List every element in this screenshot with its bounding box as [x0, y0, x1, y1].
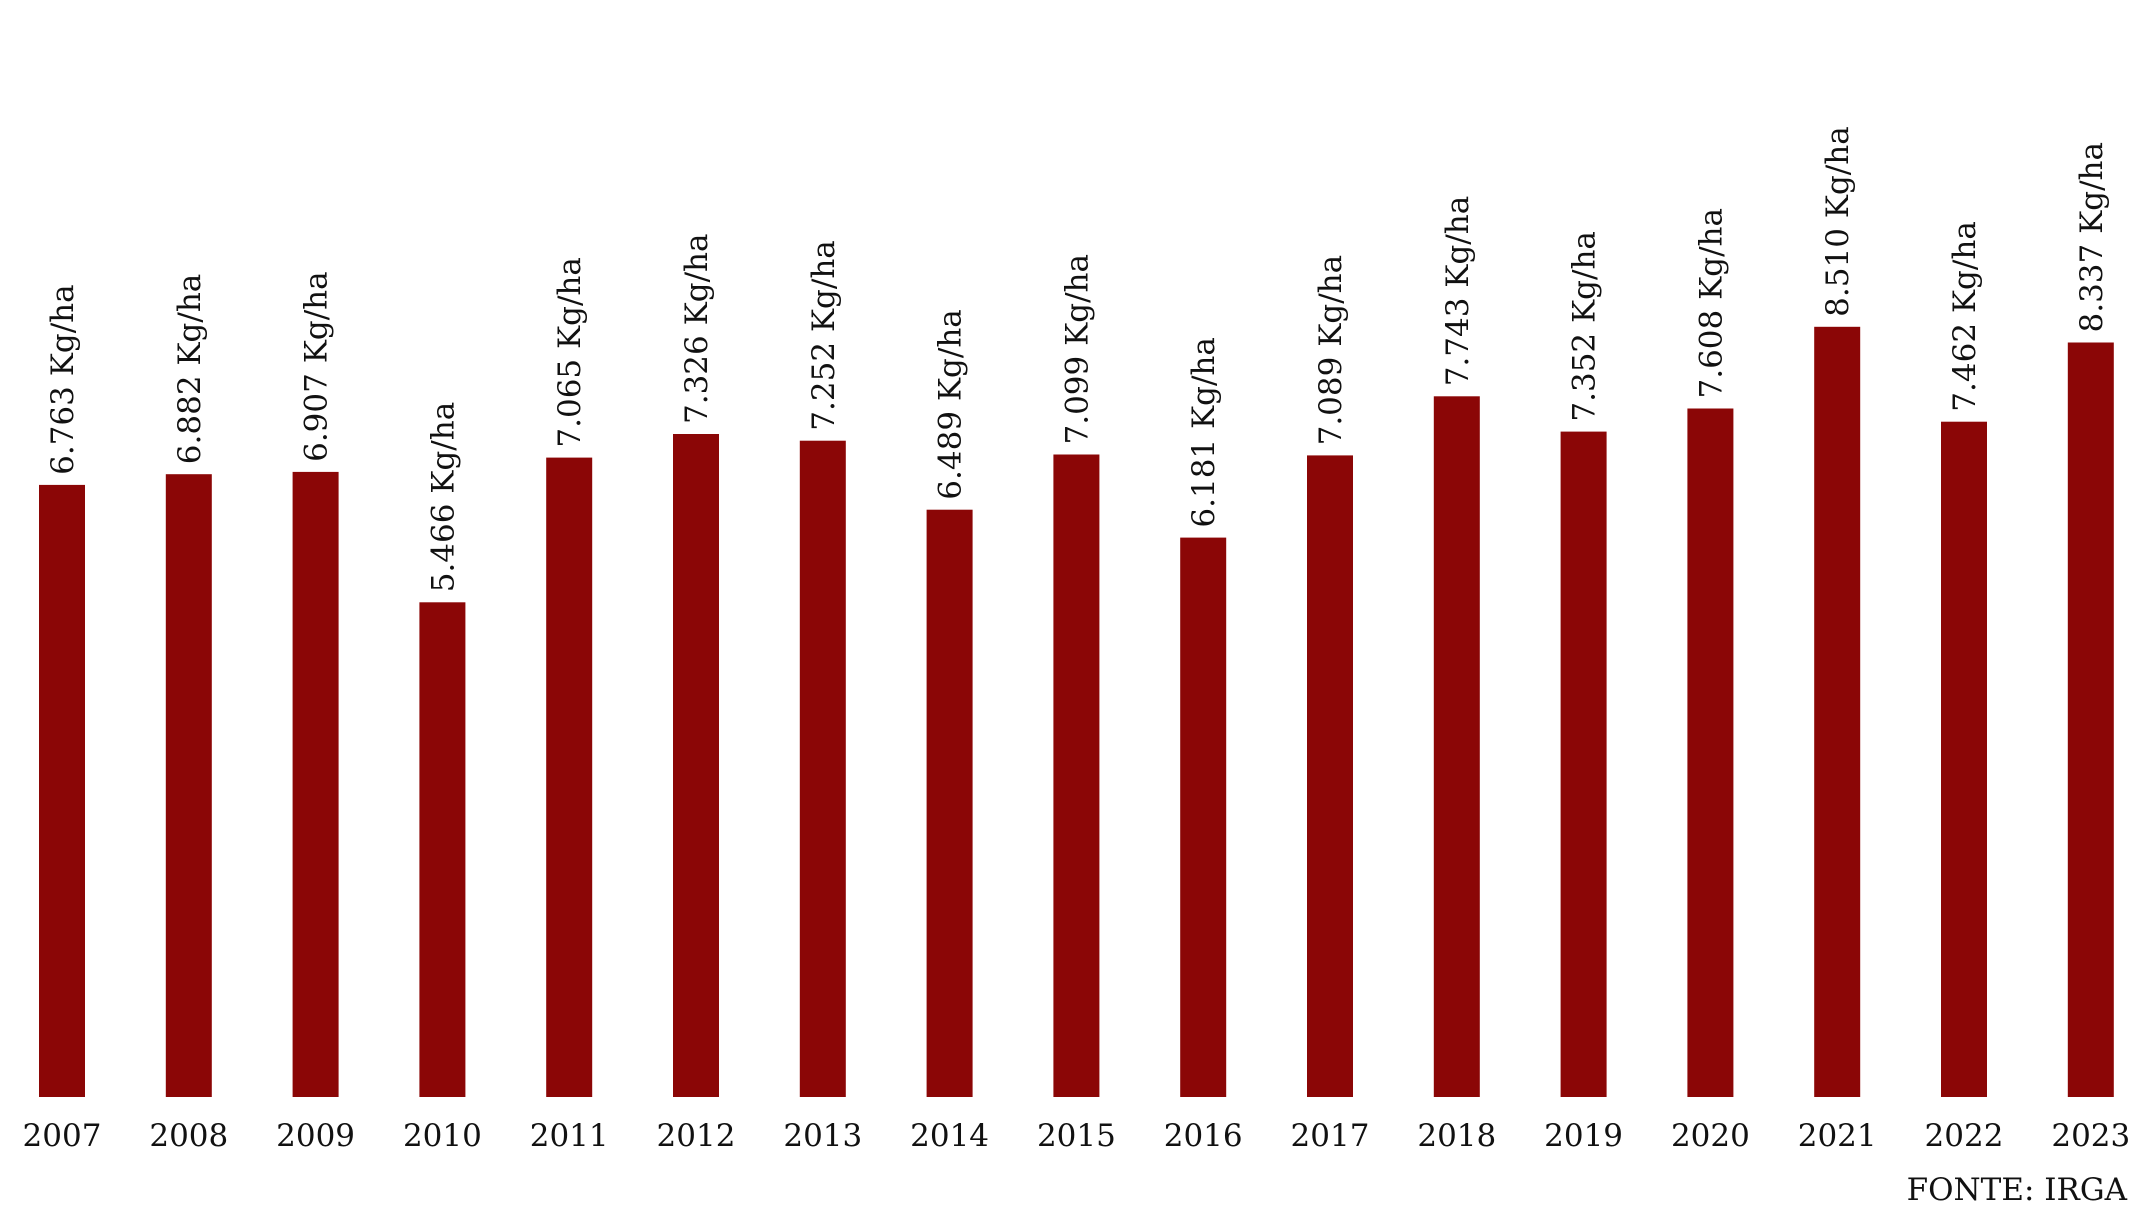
x-tick-label-2019: 2019: [1544, 1118, 1623, 1154]
value-label-2010: 5.466 Kg/ha: [425, 402, 461, 593]
x-tick-label-2017: 2017: [1291, 1118, 1370, 1154]
bar-2011: [546, 457, 593, 1098]
value-label-2018: 7.743 Kg/ha: [1440, 196, 1476, 387]
value-label-2011: 7.065 Kg/ha: [552, 257, 588, 448]
bar-2010: [419, 602, 466, 1097]
value-label-2021: 8.510 Kg/ha: [1820, 126, 1856, 317]
source-label: FONTE: IRGA: [1907, 1172, 2128, 1208]
x-tick-label-2007: 2007: [23, 1118, 102, 1154]
x-tick-label-2014: 2014: [910, 1118, 989, 1154]
bar-2023: [2067, 342, 2114, 1097]
bars-group: [39, 326, 2114, 1098]
x-tick-label-2021: 2021: [1798, 1118, 1877, 1154]
value-label-2012: 7.326 Kg/ha: [679, 234, 715, 425]
value-label-2013: 7.252 Kg/ha: [806, 240, 842, 431]
value-label-2019: 7.352 Kg/ha: [1567, 231, 1603, 422]
bar-2008: [165, 474, 212, 1097]
x-tick-label-2012: 2012: [657, 1118, 736, 1154]
value-label-2009: 6.907 Kg/ha: [299, 271, 335, 461]
bar-2020: [1687, 408, 1734, 1097]
x-tick-label-2022: 2022: [1925, 1118, 2004, 1154]
x-tick-label-2023: 2023: [2051, 1118, 2130, 1154]
bar-2013: [799, 440, 846, 1097]
bar-2018: [1433, 396, 1480, 1097]
bar-2007: [39, 484, 85, 1097]
x-tick-label-2018: 2018: [1417, 1118, 1496, 1154]
x-tick-label-2010: 2010: [403, 1118, 482, 1154]
bar-2017: [1307, 455, 1353, 1097]
x-tick-label-2009: 2009: [276, 1118, 355, 1154]
value-label-2016: 6.181 Kg/ha: [1186, 337, 1222, 528]
value-label-2020: 7.608 Kg/ha: [1693, 208, 1729, 399]
value-label-2017: 7.089 Kg/ha: [1313, 255, 1349, 446]
x-tick-label-2008: 2008: [149, 1118, 228, 1154]
x-tick-label-2015: 2015: [1037, 1118, 1116, 1154]
bar-2019: [1560, 431, 1607, 1098]
bar-2015: [1053, 454, 1100, 1097]
x-tick-label-2013: 2013: [783, 1118, 862, 1154]
value-label-2015: 7.099 Kg/ha: [1059, 254, 1095, 445]
x-tick-label-2016: 2016: [1164, 1118, 1243, 1154]
value-label-2022: 7.462 Kg/ha: [1947, 221, 1983, 412]
x-tick-label-2011: 2011: [530, 1118, 609, 1154]
value-label-2008: 6.882 Kg/ha: [172, 274, 208, 465]
bar-2012: [673, 434, 719, 1097]
value-label-2014: 6.489 Kg/ha: [933, 309, 969, 500]
value-label-2023: 8.337 Kg/ha: [2074, 142, 2110, 333]
bar-2009: [292, 471, 339, 1097]
value-labels-group: 6.763 Kg/ha 6.882 Kg/ha 6.907 Kg/ha 5.466 K…: [45, 126, 2110, 592]
bar-2016: [1180, 537, 1227, 1097]
bar-2021: [1814, 326, 1861, 1097]
bar-2022: [1941, 421, 1987, 1097]
value-label-2007: 6.763 Kg/ha: [45, 284, 81, 475]
x-axis-tick-labels: 2007 2008 2009 2010 2011 2012 2013 2014 2015 2016…: [23, 1118, 2131, 1154]
x-tick-label-2020: 2020: [1671, 1118, 1750, 1154]
bar-2014: [926, 509, 973, 1097]
